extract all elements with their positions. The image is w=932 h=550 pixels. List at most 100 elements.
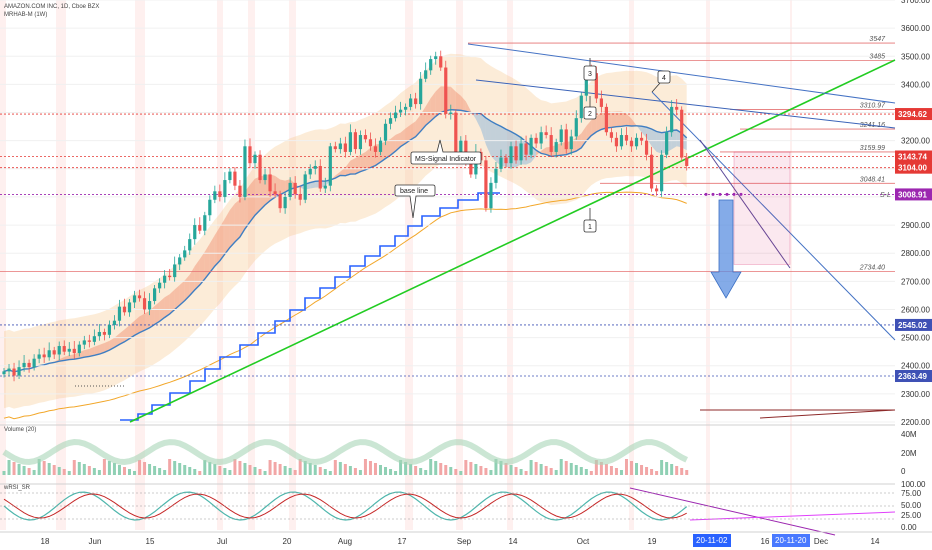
volume-bar	[635, 463, 639, 475]
chart-title: AMAZON.COM INC, 1D, Cboe BZX	[4, 4, 99, 10]
ma-ribbon-segment	[310, 181, 316, 189]
y-tick-label: 2300.00	[901, 390, 930, 399]
ma-ribbon-segment	[460, 95, 466, 112]
volume-bar	[449, 467, 453, 475]
sl-dot	[725, 192, 729, 196]
volume-bar	[685, 470, 689, 475]
date-tag-2: 20-11-20	[772, 534, 810, 547]
volume-bar	[148, 464, 152, 475]
volume-bar	[298, 459, 302, 475]
volume-bar	[579, 467, 583, 475]
price-tag-text: 2545.02	[898, 321, 927, 330]
volume-bar	[589, 471, 593, 475]
ma20-line	[3, 108, 688, 373]
ma-ribbon-segment	[345, 160, 351, 176]
highlight-stripe	[217, 0, 223, 530]
candle-body	[539, 132, 543, 144]
volume-bar	[138, 460, 142, 475]
ma-ribbon-segment	[224, 210, 230, 255]
ma-ribbon-segment	[255, 176, 261, 216]
volume-bar	[454, 469, 458, 475]
volume-bar	[72, 460, 76, 475]
osc-diverge-line	[629, 487, 836, 536]
volume-bar	[464, 460, 468, 475]
volume-bar	[489, 470, 493, 475]
candle-body	[519, 143, 523, 161]
price-tag-text: 3104.00	[898, 164, 927, 173]
price-tag-box	[895, 108, 932, 121]
volume-bar	[243, 463, 247, 475]
candle-body	[218, 191, 222, 197]
ma-ribbon-segment	[636, 125, 642, 133]
candle-body	[419, 78, 423, 105]
ma-ribbon-segment	[621, 111, 627, 127]
volume-tick-label: 40M	[901, 430, 917, 439]
volume-bar	[479, 466, 483, 475]
ma-ribbon-segment	[219, 218, 225, 261]
candle-body	[92, 336, 96, 342]
ma-ribbon-segment	[410, 121, 416, 140]
ma-ribbon-segment	[365, 147, 371, 170]
highlight-stripe	[0, 0, 6, 530]
ma-ribbon-segment	[89, 346, 95, 357]
indicator-title: MRHAB-M (1W)	[4, 12, 47, 18]
ma-ribbon-segment	[164, 294, 170, 318]
ma-ribbon-segment	[84, 348, 90, 358]
candle-body	[404, 106, 408, 110]
ma-ribbon-segment	[109, 337, 115, 351]
volume-bar	[504, 463, 508, 475]
volume-bar	[514, 467, 518, 475]
candle-body	[604, 106, 608, 133]
candle-body	[660, 154, 664, 192]
volume-bar	[619, 470, 623, 475]
candle-body	[649, 154, 654, 189]
price-tag-box	[895, 161, 932, 174]
x-tick-label: 14	[871, 537, 880, 546]
bottom-trend-line	[759, 409, 896, 419]
candle-body	[464, 140, 468, 161]
volume-bar	[183, 465, 187, 475]
ma-ribbon-segment	[335, 171, 341, 179]
volume-panel-title: Volume (20)	[4, 427, 36, 433]
candles-layer	[2, 50, 689, 382]
ma-ribbon-segment	[395, 132, 401, 152]
candle-body	[353, 132, 357, 150]
candle-body	[368, 139, 373, 147]
volume-bar	[168, 459, 172, 475]
volume-bar	[404, 462, 408, 475]
ma-ribbon-segment	[134, 316, 140, 336]
candle-body	[238, 185, 242, 197]
level-label: 3159.99	[860, 145, 885, 152]
candle-body	[639, 137, 644, 141]
level-label: 2734.40	[859, 265, 885, 272]
ma-ribbon-segment	[646, 127, 652, 147]
volume-bar	[52, 465, 56, 475]
volume-bar	[519, 469, 523, 475]
x-tick-label: 18	[41, 537, 50, 546]
candle-body	[338, 143, 342, 150]
highlight-stripe	[135, 0, 145, 530]
ma-ribbon-segment	[385, 138, 391, 159]
candle-body	[72, 348, 76, 354]
ma-ribbon-segment	[194, 259, 200, 290]
volume-bar	[675, 466, 679, 475]
candle-body	[288, 182, 292, 197]
volume-bar	[107, 461, 111, 475]
candle-body	[574, 118, 578, 137]
volume-bar	[112, 463, 116, 475]
highlight-stripe	[56, 0, 66, 530]
candle-body	[258, 154, 262, 181]
volume-bar	[143, 462, 147, 475]
ma-ribbon-segment	[616, 111, 622, 127]
candle-body	[629, 140, 634, 147]
ma-ribbon-segment	[149, 305, 155, 328]
candle-body	[644, 140, 649, 155]
candle-body	[147, 301, 152, 310]
ma-ribbon-segment	[400, 128, 406, 147]
candle-body	[87, 340, 91, 342]
ma-ribbon-segment	[465, 101, 471, 113]
ma-ribbon-segment	[425, 98, 431, 126]
volume-bar	[655, 471, 659, 475]
x-tick-label: Aug	[338, 537, 352, 546]
volume-bar	[77, 462, 81, 475]
